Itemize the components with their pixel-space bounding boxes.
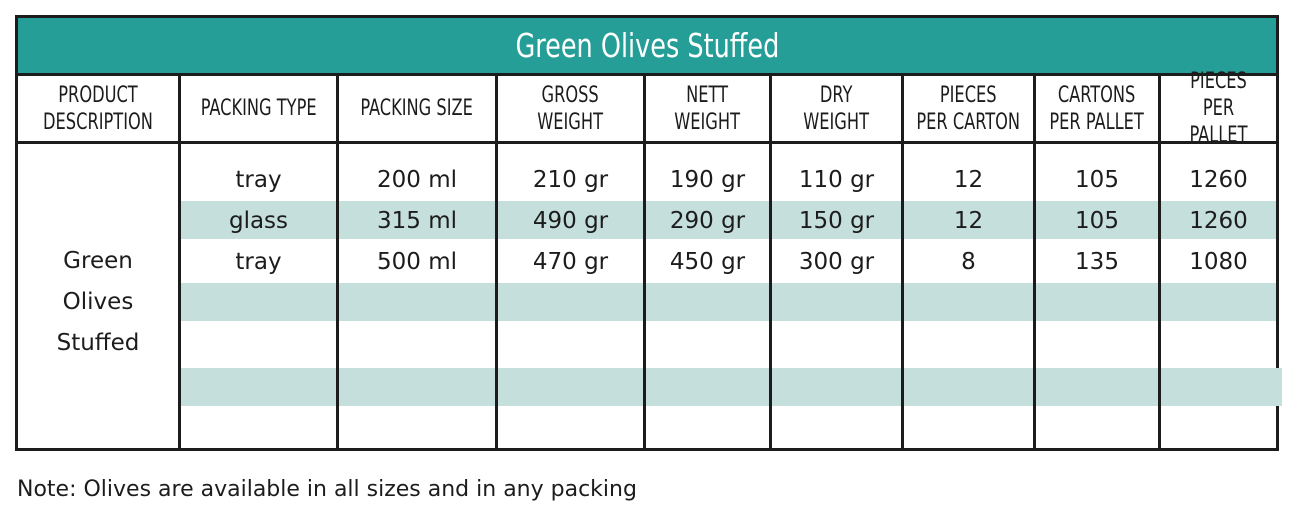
column-divider xyxy=(643,76,646,451)
header-product-description: PRODUCT DESCRIPTION xyxy=(18,76,178,141)
cartons-per-pallet-cell: 105 xyxy=(1075,208,1119,234)
header-dry-weight: DRY WEIGHT xyxy=(772,76,901,141)
dry-weight-cell: 150 gr xyxy=(798,208,875,234)
column-divider xyxy=(1158,76,1161,451)
header-label: PIECES PER PALLET xyxy=(1189,69,1248,148)
product-description-cell: Green Olives Stuffed xyxy=(18,241,178,364)
product-table: Green Olives Stuffed PRODUCT DESCRIPTION… xyxy=(15,15,1282,451)
cartons-per-pallet-cell: 135 xyxy=(1075,249,1119,275)
product-description-line: Stuffed xyxy=(56,330,140,356)
header-label: PACKING TYPE xyxy=(200,96,317,121)
nett-weight-cell: 190 gr xyxy=(669,167,746,193)
header-gross-weight: GROSS WEIGHT xyxy=(498,76,643,141)
gross-weight-cell: 210 gr xyxy=(532,167,609,193)
header-label: PRODUCT DESCRIPTION xyxy=(43,82,153,135)
dry-weight-cell: 110 gr xyxy=(798,167,875,193)
header-nett-weight: NETT WEIGHT xyxy=(646,76,769,141)
product-description-line: Green xyxy=(63,248,133,274)
column-divider xyxy=(495,76,498,451)
product-description-line: Olives xyxy=(62,289,134,315)
row-stripe xyxy=(178,283,1276,321)
packing-size-cell: 315 ml xyxy=(376,208,457,234)
dry-weight-cell: 300 gr xyxy=(798,249,875,275)
packing-type-cell: tray xyxy=(235,249,282,275)
header-label: PIECES PER CARTON xyxy=(916,82,1021,135)
header-label: NETT WEIGHT xyxy=(674,82,741,135)
table-title-bar: Green Olives Stuffed xyxy=(18,18,1276,76)
packing-type-cell: tray xyxy=(235,167,282,193)
availability-note: Note: Olives are available in all sizes … xyxy=(17,477,637,502)
header-label: DRY WEIGHT xyxy=(803,82,870,135)
header-label: GROSS WEIGHT xyxy=(537,82,604,135)
header-label: CARTONS PER PALLET xyxy=(1049,82,1145,135)
header-row: PRODUCT DESCRIPTION PACKING TYPE PACKING… xyxy=(18,69,1276,148)
row-stripe xyxy=(178,368,1282,406)
packing-size-cell: 500 ml xyxy=(376,249,457,275)
pieces-per-pallet-cell: 1260 xyxy=(1189,167,1248,193)
cartons-per-pallet-cell: 105 xyxy=(1075,167,1119,193)
packing-type-cell: glass xyxy=(228,208,289,234)
gross-weight-cell: 490 gr xyxy=(532,208,609,234)
pieces-per-carton-cell: 12 xyxy=(953,167,984,193)
header-packing-size: PACKING SIZE xyxy=(339,76,495,141)
pieces-per-pallet-cell: 1260 xyxy=(1189,208,1248,234)
column-divider xyxy=(178,76,181,451)
pieces-per-carton-cell: 12 xyxy=(953,208,984,234)
row-stripe xyxy=(178,201,1276,239)
header-label: PACKING SIZE xyxy=(360,96,474,121)
column-divider xyxy=(1033,76,1036,451)
nett-weight-cell: 450 gr xyxy=(669,249,746,275)
header-pieces-per-pallet: PIECES PER PALLET xyxy=(1161,69,1276,148)
packing-size-cell: 200 ml xyxy=(376,167,457,193)
pieces-per-carton-cell: 8 xyxy=(961,249,976,275)
column-divider xyxy=(901,76,904,451)
table-title: Green Olives Stuffed xyxy=(515,26,779,65)
header-pieces-per-carton: PIECES PER CARTON xyxy=(904,76,1033,141)
column-divider xyxy=(336,76,339,451)
nett-weight-cell: 290 gr xyxy=(669,208,746,234)
pieces-per-pallet-cell: 1080 xyxy=(1189,249,1248,275)
header-cartons-per-pallet: CARTONS PER PALLET xyxy=(1036,76,1158,141)
gross-weight-cell: 470 gr xyxy=(532,249,609,275)
column-divider xyxy=(769,76,772,451)
header-packing-type: PACKING TYPE xyxy=(181,76,336,141)
